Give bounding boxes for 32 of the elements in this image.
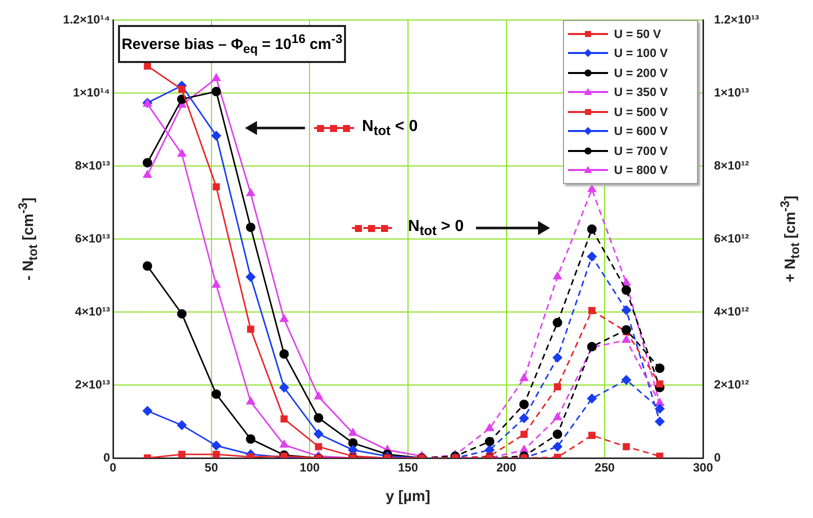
y-tick-label: 8×10¹³ <box>74 158 110 172</box>
x-tick-label: 50 <box>204 460 218 475</box>
y-tick-label: 4×10¹³ <box>74 304 110 318</box>
legend-label: U = 500 V <box>614 104 668 119</box>
y2-tick-label: 2×10¹² <box>714 377 750 392</box>
x-axis-title: y [µm] <box>386 488 430 505</box>
x-tick-label: 250 <box>594 460 615 475</box>
annotation: N$_{tot}$ > 0 <box>408 218 464 238</box>
y2-tick-label: 1×10¹³ <box>714 85 750 100</box>
x-tick-label: 150 <box>398 460 418 475</box>
legend-label: U = 350 V <box>614 85 668 100</box>
x-tick-label: 300 <box>692 460 714 475</box>
y-tick-label: 6×10¹³ <box>74 231 110 246</box>
y2-tick-label: 6×10¹² <box>714 231 750 246</box>
y2-tick-label: 8×10¹² <box>714 158 750 172</box>
annotation: N$_{tot}$ < 0 <box>362 118 418 138</box>
legend-label: U = 700 V <box>614 144 668 158</box>
legend-label: U = 600 V <box>614 124 668 138</box>
legend-label: U = 50 V <box>614 26 662 41</box>
legend-label: U = 100 V <box>614 46 668 60</box>
legend-label: U = 200 V <box>614 66 668 80</box>
y2-tick-label: 0 <box>714 450 721 464</box>
text: Reverse bias – Φ$_{eq}$ = 10$^{16}$ cm$^{-3}$ <box>122 32 342 56</box>
legend-label: U = 800 V <box>614 163 668 178</box>
y-tick-label: 0 <box>103 450 110 464</box>
y2-tick-label: 1.2×10¹³ <box>714 12 760 26</box>
y-tick-label: 1.2×10¹⁴ <box>63 12 110 26</box>
y-tick-label: 2×10¹³ <box>74 377 110 392</box>
y2-tick-label: 4×10¹² <box>714 304 750 318</box>
x-tick-label: 100 <box>300 460 320 475</box>
y-tick-label: 1×10¹⁴ <box>73 85 110 100</box>
x-tick-label: 200 <box>496 460 517 475</box>
